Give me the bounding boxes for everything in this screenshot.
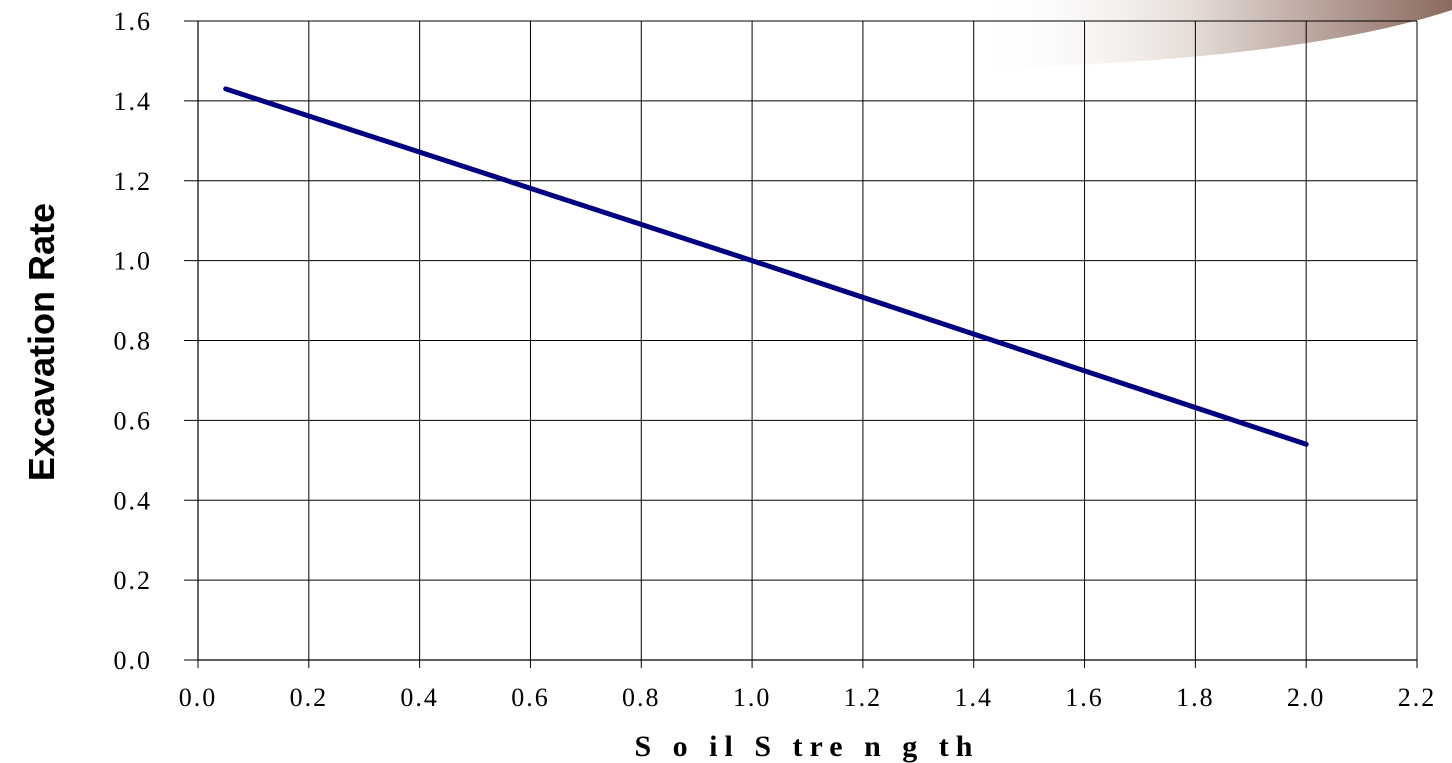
axes	[197, 21, 1417, 661]
x-axis-label: S o il S tre n g th	[635, 730, 980, 763]
y-tick-label: 1.2	[114, 167, 153, 196]
x-tick-label: 0.6	[511, 683, 550, 712]
grid-lines	[184, 20, 1418, 668]
y-tick-label: 0.0	[114, 646, 153, 675]
x-tick-label: 2.0	[1287, 683, 1326, 712]
x-tick-label: 0.4	[400, 683, 439, 712]
x-tick-label: 0.0	[179, 683, 218, 712]
y-axis-label: Excavation Rate	[21, 203, 62, 481]
series-layer	[223, 86, 1309, 447]
x-tick-labels: 0.0 0.2 0.4 0.6 0.8 1.0 1.2 1.4 1.6 1.8 2.0 2.2	[179, 683, 1437, 712]
y-tick-label: 1.4	[114, 87, 153, 116]
x-tick-label: 0.8	[622, 683, 661, 712]
y-tick-label: 1.6	[114, 7, 153, 36]
y-tick-label: 0.6	[114, 406, 153, 435]
x-tick-label: 1.0	[733, 683, 772, 712]
x-tick-label: 1.8	[1176, 683, 1215, 712]
x-tick-label: 1.6	[1065, 683, 1104, 712]
x-tick-label: 1.4	[954, 683, 993, 712]
x-tick-label: 1.2	[844, 683, 883, 712]
decorative-swoosh	[976, 0, 1452, 68]
series-line	[223, 86, 1309, 447]
x-tick-label: 2.2	[1398, 683, 1437, 712]
y-tick-label: 0.2	[114, 566, 153, 595]
y-tick-labels: 0.0 0.2 0.4 0.6 0.8 1.0 1.2 1.4 1.6	[114, 7, 153, 675]
y-tick-label: 1.0	[114, 247, 153, 276]
y-tick-label: 0.4	[114, 486, 153, 515]
y-tick-label: 0.8	[114, 327, 153, 356]
x-tick-label: 0.2	[290, 683, 329, 712]
